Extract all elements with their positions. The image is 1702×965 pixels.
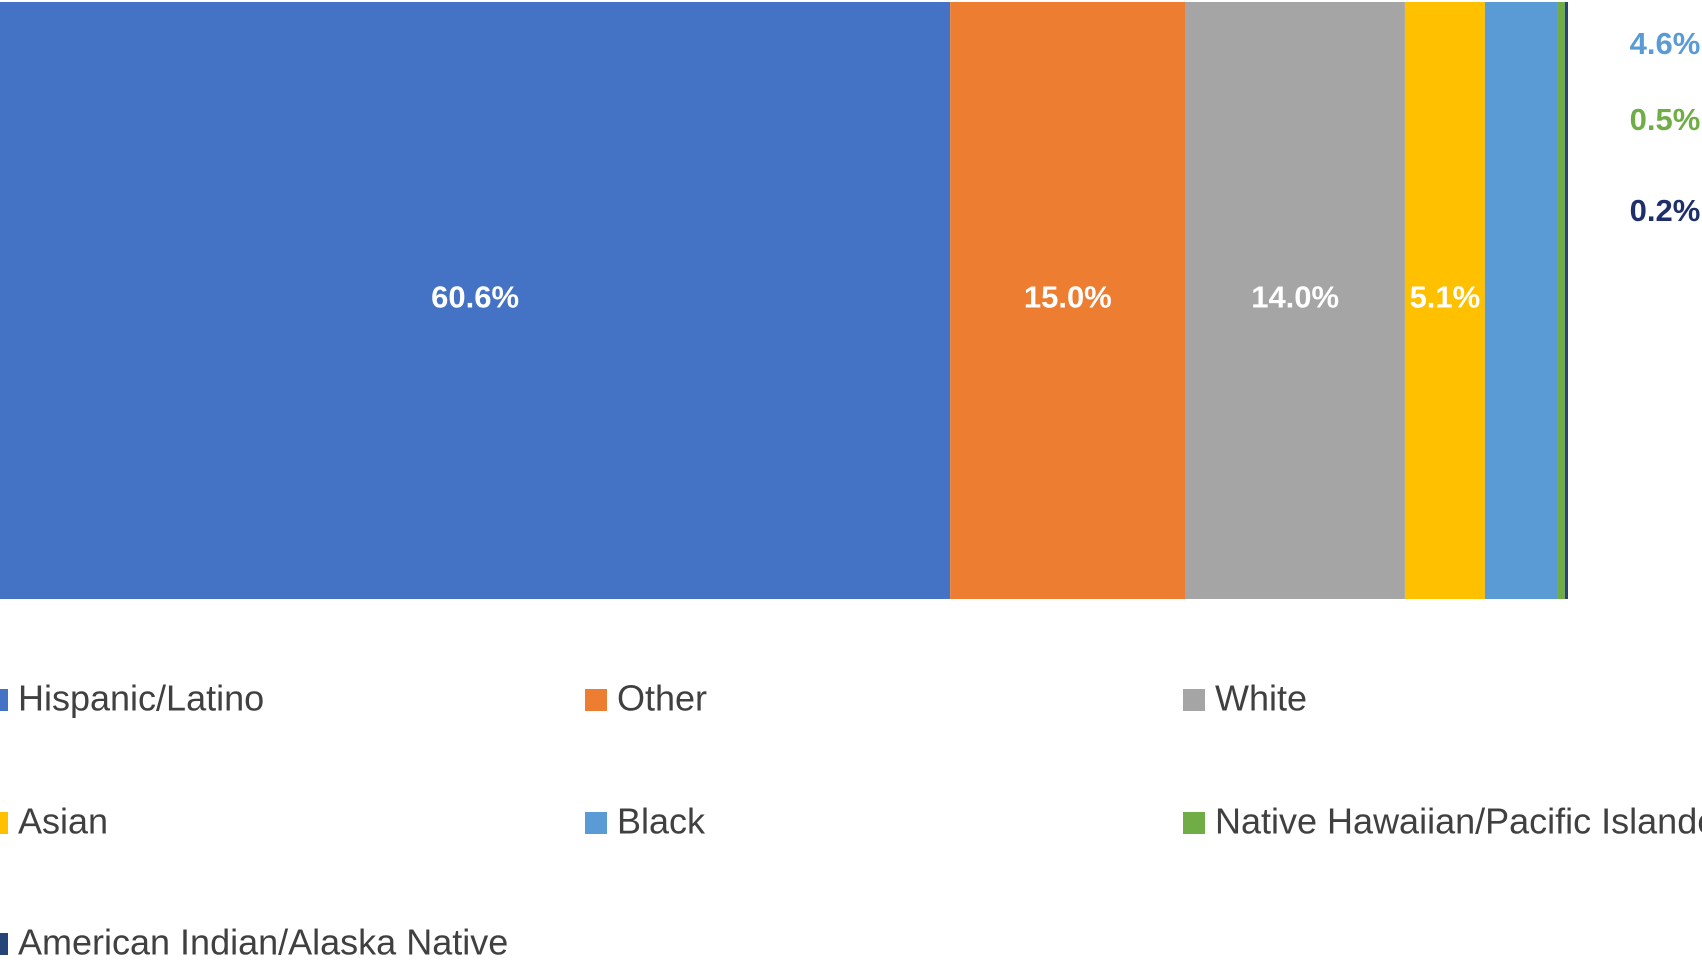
legend-swatch: [0, 812, 8, 834]
legend-swatch: [585, 689, 607, 711]
bar-segment: [0, 2, 951, 599]
data-label: 14.0%: [1251, 280, 1339, 315]
bar-segment: [950, 2, 1186, 599]
data-label: 5.1%: [1410, 280, 1481, 315]
legend-swatch: [1183, 812, 1205, 834]
legend-label: American Indian/Alaska Native: [18, 922, 508, 963]
legend-label: Hispanic/Latino: [18, 678, 264, 719]
legend-label: Other: [617, 678, 707, 719]
legend-label: Asian: [18, 801, 108, 842]
bar-segment: [1484, 2, 1558, 599]
legend-swatch: [0, 933, 8, 955]
bar-segment: [1564, 2, 1568, 599]
data-label: 0.2%: [1630, 193, 1701, 228]
data-label: 0.5%: [1630, 102, 1701, 137]
bar-segment: [1557, 2, 1565, 599]
bar-segment: [1185, 2, 1405, 599]
legend-swatch: [585, 812, 607, 834]
data-label: 60.6%: [431, 280, 519, 315]
legend-swatch: [1183, 689, 1205, 711]
legend-label: White: [1215, 678, 1307, 719]
legend-label: Native Hawaiian/Pacific Islander: [1215, 801, 1702, 842]
legend-swatch: [0, 689, 8, 711]
data-label: 4.6%: [1630, 26, 1701, 61]
data-label: 15.0%: [1024, 280, 1112, 315]
legend-label: Black: [617, 801, 706, 842]
bar-segment: [1404, 2, 1485, 599]
